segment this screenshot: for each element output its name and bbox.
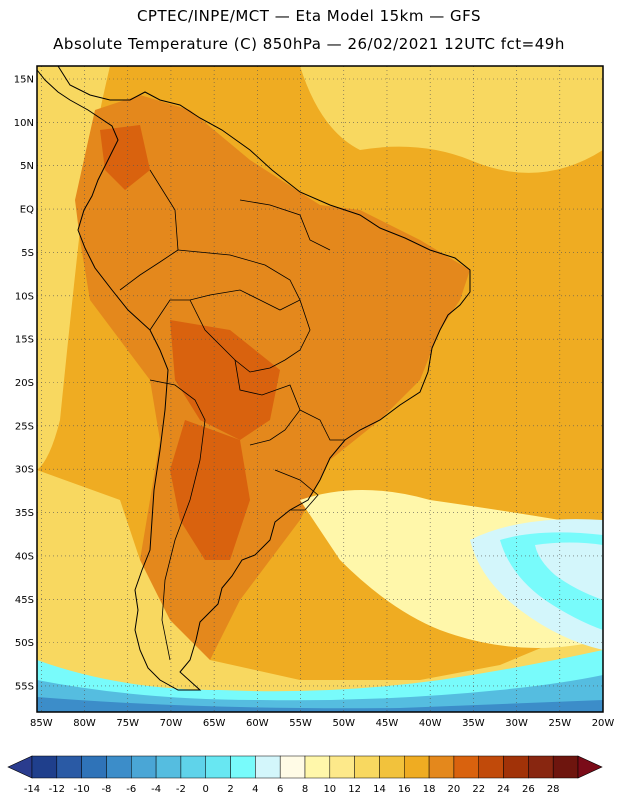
field-cool-patch-west xyxy=(37,66,110,470)
latitude-label: 5N xyxy=(20,161,34,172)
map-title-line-1: CPTEC/INPE/MCT — Eta Model 15km — GFS xyxy=(136,7,482,25)
colorbar-swatch xyxy=(31,755,58,779)
colorbar-swatch xyxy=(329,755,355,779)
colorbar-label: 24 xyxy=(497,784,510,795)
field-southern-cold-band-3 xyxy=(37,697,603,712)
colorbar-swatch xyxy=(106,755,132,779)
field-cool-band-south xyxy=(37,470,603,712)
field-cold-tongue-inner xyxy=(535,542,603,600)
colorbar-label: -4 xyxy=(151,784,161,795)
colorbar-swatch xyxy=(379,755,405,779)
colorbar-label: 22 xyxy=(472,784,485,795)
longitude-label: 65W xyxy=(203,718,226,729)
colorbar-label: 12 xyxy=(348,784,361,795)
colorbar-label: -8 xyxy=(101,784,111,795)
colorbar-label: 20 xyxy=(448,784,461,795)
colorbar-swatch xyxy=(503,755,529,779)
longitude-label: 70W xyxy=(160,718,183,729)
colorbar-label: -14 xyxy=(24,784,40,795)
colorbar-label: 10 xyxy=(323,784,336,795)
colorbar-label: 4 xyxy=(252,784,258,795)
colorbar-label: 18 xyxy=(423,784,436,795)
colorbar-swatch xyxy=(205,755,231,779)
colorbar-label: 16 xyxy=(398,784,411,795)
colorbar-left-arrow xyxy=(7,755,33,779)
longitude-label: 40W xyxy=(419,718,442,729)
colorbar-swatch xyxy=(304,755,331,779)
colorbar-label: -12 xyxy=(49,784,65,795)
map-frame xyxy=(36,65,604,713)
latitude-label: 25S xyxy=(15,421,34,432)
country-borders xyxy=(119,169,345,661)
colorbar-swatch xyxy=(528,755,554,779)
latitude-label: 30S xyxy=(15,465,34,476)
latitude-labels: 15N 10N 5N EQ 5S 10S 15S 20S 25S 30S 35S 40S 45S 50S 5… xyxy=(14,75,34,693)
colorbar-swatch xyxy=(279,755,306,779)
longitude-label: 75W xyxy=(116,718,139,729)
longitude-label: 20W xyxy=(592,718,615,729)
field-hot-core-colombia xyxy=(100,125,150,190)
colorbar-swatch xyxy=(81,755,107,779)
latitude-label: 10N xyxy=(14,118,34,129)
latitude-label: 15S xyxy=(15,335,34,346)
colorbar-label: 0 xyxy=(203,784,209,795)
latitude-label: 40S xyxy=(15,551,34,562)
colorbar-swatch xyxy=(155,755,182,779)
colorbar-label: 6 xyxy=(277,784,283,795)
colorbar-swatch xyxy=(428,755,455,779)
colorbar-right-arrow xyxy=(577,755,603,779)
colorbar-swatch xyxy=(404,755,430,779)
latitude-label: EQ xyxy=(20,205,34,216)
longitude-label: 45W xyxy=(376,718,399,729)
colorbar xyxy=(7,755,603,779)
colorbar-label: 14 xyxy=(373,784,386,795)
colorbar-label: -6 xyxy=(126,784,136,795)
longitude-labels: 85W 80W 75W 70W 65W 60W 55W 50W 45W 40W 35W 30W 25W 2… xyxy=(30,718,614,729)
latitude-label: 15N xyxy=(14,75,34,86)
latitude-label: 50S xyxy=(15,638,34,649)
longitude-label: 35W xyxy=(462,718,485,729)
temperature-field xyxy=(37,66,603,712)
latitude-label: 45S xyxy=(15,595,34,606)
colorbar-swatch xyxy=(478,755,504,779)
longitude-label: 50W xyxy=(332,718,355,729)
field-southern-cold-band-2 xyxy=(37,675,603,712)
field-hot-core-south xyxy=(170,420,250,560)
longitude-label: 80W xyxy=(73,718,96,729)
colorbar-label: -2 xyxy=(176,784,186,795)
colorbar-label: 26 xyxy=(522,784,535,795)
longitude-label: 30W xyxy=(505,718,528,729)
latitude-label: 5S xyxy=(21,248,34,259)
latitude-label: 10S xyxy=(15,291,34,302)
colorbar-swatch xyxy=(354,755,380,779)
colorbar-labels: -14 -12 -10 -8 -6 -4 -2 0 2 4 6 8 10 12 14 16 18 20 22 24 26… xyxy=(24,784,560,795)
field-hot-core-north xyxy=(170,320,280,440)
colorbar-label: 28 xyxy=(547,784,560,795)
colorbar-swatch xyxy=(552,755,579,779)
colorbar-label: 8 xyxy=(302,784,308,795)
colorbar-swatch xyxy=(255,755,281,779)
colorbar-swatch xyxy=(230,755,256,779)
latitude-label: 35S xyxy=(15,508,34,519)
longitude-label: 25W xyxy=(548,718,571,729)
colorbar-swatch xyxy=(56,755,82,779)
south-america-coastline xyxy=(37,66,471,691)
latitude-label: 20S xyxy=(15,378,34,389)
latitude-label: 55S xyxy=(15,681,34,692)
longitude-label: 60W xyxy=(246,718,269,729)
longitude-label: 85W xyxy=(30,718,53,729)
longitude-label: 55W xyxy=(289,718,312,729)
colorbar-swatch xyxy=(131,755,157,779)
map-title-line-2: Absolute Temperature (C) 850hPa — 26/02/… xyxy=(53,35,565,53)
colorbar-swatch xyxy=(180,755,206,779)
field-cool-patch-north xyxy=(300,66,603,173)
colorbar-swatch xyxy=(453,755,479,779)
colorbar-label: -10 xyxy=(73,784,89,795)
colorbar-label: 2 xyxy=(227,784,233,795)
